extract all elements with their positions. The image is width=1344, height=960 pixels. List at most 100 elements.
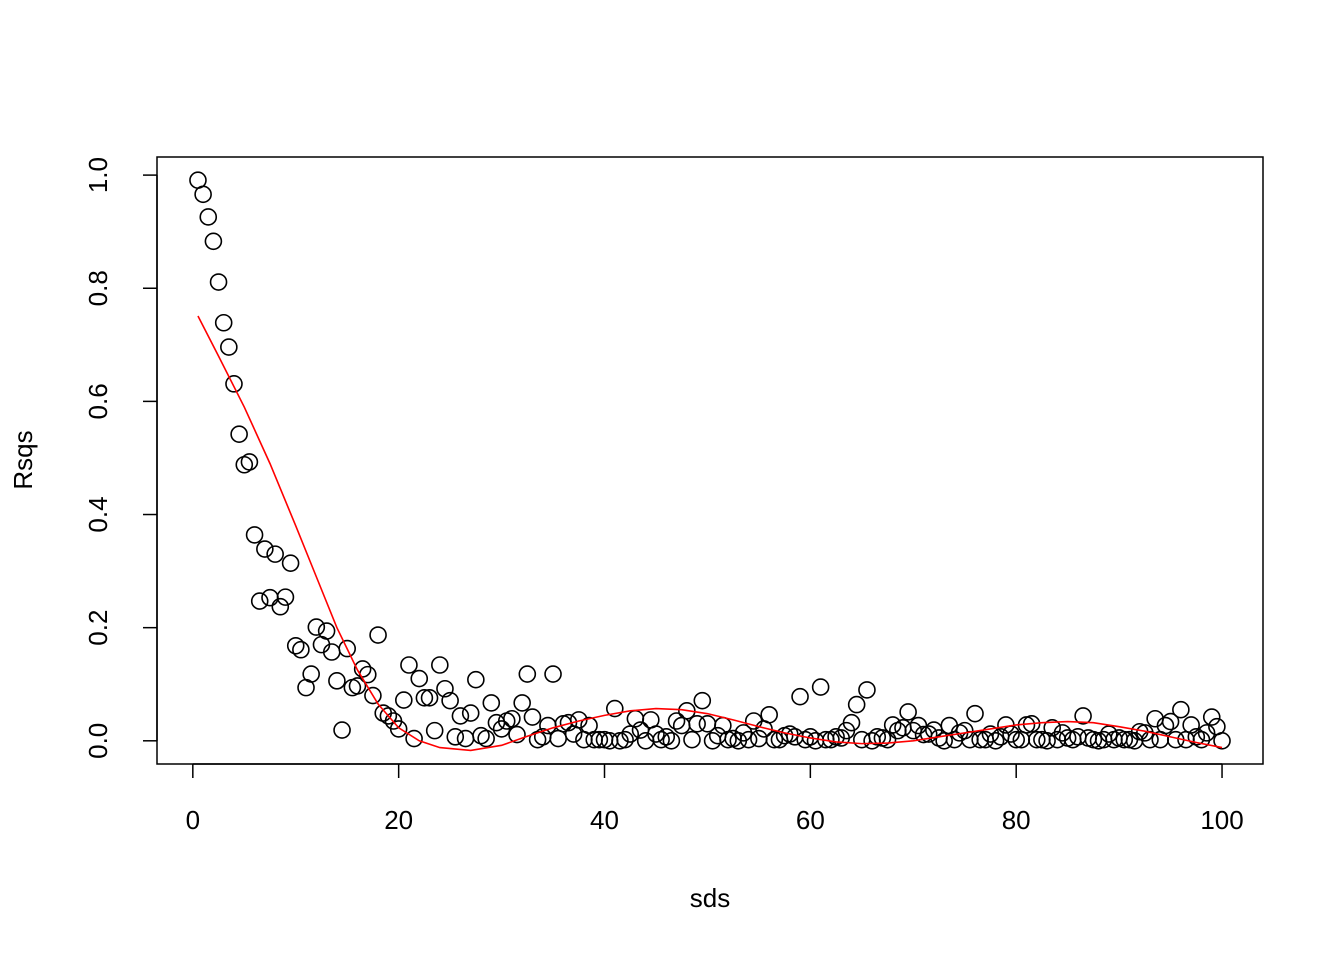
point (425, 721, 444, 740)
point (518, 665, 537, 683)
x-tick-label: 80 (1002, 805, 1031, 835)
point (400, 656, 418, 674)
point (379, 707, 398, 725)
point (292, 640, 310, 659)
point (955, 721, 974, 740)
point (544, 665, 562, 683)
point (647, 725, 665, 743)
point (559, 713, 578, 732)
point (1213, 732, 1231, 750)
fit-line (197, 315, 1223, 752)
point (863, 732, 881, 750)
point (847, 695, 866, 714)
point (477, 729, 495, 748)
point (220, 338, 238, 356)
point (1202, 708, 1221, 726)
point (271, 597, 290, 616)
point (261, 588, 279, 607)
point (1182, 716, 1200, 734)
y-tick-label: 0.0 (83, 723, 113, 759)
point (523, 708, 542, 726)
point (1197, 724, 1216, 742)
point (415, 689, 434, 707)
point (513, 694, 531, 712)
point (883, 716, 902, 734)
point (405, 729, 423, 748)
y-tick-label: 0.6 (83, 383, 113, 419)
point (657, 728, 676, 746)
y-tick-label: 0.2 (83, 610, 113, 646)
point (1027, 730, 1046, 749)
point (616, 730, 634, 749)
point (281, 554, 300, 572)
point (302, 665, 320, 683)
point (621, 725, 640, 743)
point (245, 526, 264, 544)
point (765, 730, 784, 749)
point (693, 691, 712, 710)
point (348, 677, 367, 695)
point (389, 720, 408, 738)
x-tick-label: 0 (186, 805, 200, 835)
point (276, 588, 295, 606)
point (683, 730, 701, 749)
point (503, 709, 521, 728)
point (431, 656, 449, 674)
point (194, 185, 212, 204)
y-tick-label: 0.8 (83, 270, 113, 306)
point (369, 626, 387, 644)
point (791, 687, 809, 706)
point (338, 639, 356, 658)
point (667, 712, 686, 730)
point (1038, 732, 1056, 750)
point (1074, 707, 1092, 725)
point (678, 702, 696, 720)
point (225, 375, 243, 393)
point (899, 703, 917, 721)
point (549, 729, 567, 748)
point (662, 732, 681, 750)
point (467, 670, 485, 689)
point (919, 725, 938, 743)
point (935, 732, 953, 750)
point (199, 208, 218, 226)
point (420, 689, 439, 707)
point (508, 725, 526, 744)
x-axis-label: sds (690, 883, 730, 913)
point (1043, 718, 1062, 737)
point (446, 728, 465, 746)
point (1161, 712, 1180, 731)
point (750, 729, 768, 748)
point (204, 232, 223, 251)
point (842, 713, 861, 732)
point (894, 718, 912, 737)
point (1172, 700, 1190, 719)
point (240, 453, 259, 471)
y-axis-label: Rsqs (8, 430, 38, 489)
point (760, 705, 778, 724)
point (739, 730, 758, 749)
point (364, 686, 382, 705)
point (858, 681, 876, 699)
point (250, 592, 269, 610)
point (451, 707, 470, 725)
x-tick-label: 20 (384, 805, 413, 835)
point (266, 545, 284, 563)
point (209, 273, 228, 291)
point (214, 313, 233, 332)
x-tick-label: 40 (590, 805, 619, 835)
point (605, 699, 624, 718)
point (410, 669, 429, 688)
point (672, 716, 691, 735)
y-tick-label: 1.0 (83, 157, 113, 193)
point (395, 691, 413, 709)
x-tick-label: 100 (1200, 805, 1243, 835)
point (307, 618, 326, 636)
point (256, 540, 274, 558)
point (286, 636, 305, 655)
point (353, 660, 372, 678)
point (230, 425, 248, 443)
point (878, 730, 897, 749)
